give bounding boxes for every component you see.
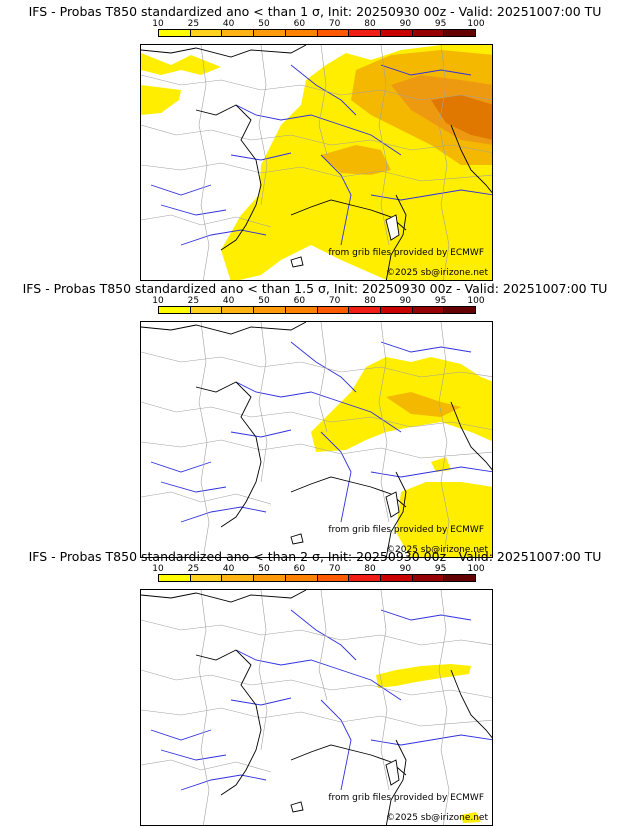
- colorbar-segment: [380, 30, 413, 36]
- colorbar-segment: [190, 307, 223, 313]
- colorbar-segment: [222, 575, 255, 581]
- colorbar-tick-label: 80: [364, 564, 376, 574]
- colorbar-segment: [349, 307, 381, 313]
- source-credit: from grib files provided by ECMWF: [328, 248, 484, 258]
- probability-map: from grib files provided by ECMWF ©2025 …: [140, 589, 493, 826]
- probability-map: from grib files provided by ECMWF ©2025 …: [140, 44, 493, 281]
- probability-shading: [376, 664, 481, 823]
- border-lines: [141, 590, 492, 825]
- colorbar-segment: [349, 30, 381, 36]
- probability-shading: [141, 45, 492, 280]
- colorbar-tick-label: 40: [222, 296, 235, 306]
- colorbar-segment: [254, 30, 286, 36]
- colorbar-tick-label: 90: [399, 564, 412, 574]
- probability-shading: [311, 357, 492, 557]
- panel-title: IFS - Probas T850 standardized ano < tha…: [28, 549, 602, 564]
- copyright-credit: ©2025 sb@irizone.net: [386, 813, 488, 823]
- colorbar-tick-label: 100: [467, 19, 485, 29]
- colorbar-segment: [222, 307, 255, 313]
- colorbar-segment: [159, 30, 191, 36]
- colorbar-tick-label: 100: [467, 564, 485, 574]
- colorbar-tick-label: 10: [152, 296, 164, 306]
- colorbar-segment: [254, 575, 286, 581]
- copyright-credit: ©2025 sb@irizone.net: [386, 545, 488, 555]
- coastline: [141, 45, 492, 280]
- colorbar-ticks: 10 25 40 50 60 70 80 90 95 100: [152, 19, 484, 29]
- colorbar-segment: [349, 575, 381, 581]
- river-network: [150, 609, 492, 791]
- colorbar-tick-label: 90: [399, 19, 412, 29]
- colorbar-tick-label: 25: [187, 296, 200, 306]
- colorbar-segment: [412, 575, 445, 581]
- colorbar-tick-label: 70: [328, 296, 341, 306]
- colorbar-tick-label: 90: [399, 296, 412, 306]
- colorbar-segment: [285, 30, 318, 36]
- colorbar-segment: [317, 30, 350, 36]
- colorbar-segment: [159, 575, 191, 581]
- colorbar-segment: [412, 307, 445, 313]
- colorbar-segment: [190, 575, 223, 581]
- colorbar-tick-label: 40: [222, 564, 235, 574]
- colorbar-tick-label: 40: [222, 19, 235, 29]
- colorbar-segment: [285, 307, 318, 313]
- colorbar-tick-label: 60: [293, 564, 306, 574]
- colorbar-ticks: 10 25 40 50 60 70 80 90 95 100: [152, 564, 484, 574]
- colorbar-tick-label: 100: [467, 296, 485, 306]
- coastline: [141, 590, 492, 825]
- island-outlines: [290, 214, 400, 268]
- colorbar-segment: [317, 575, 350, 581]
- colorbar: [158, 29, 476, 37]
- colorbar-tick-label: 25: [187, 564, 200, 574]
- colorbar-tick-label: 50: [258, 19, 270, 29]
- map-panel-2: IFS - Probas T850 standardized ano < tha…: [0, 281, 630, 558]
- colorbar-segment: [159, 307, 191, 313]
- colorbar-tick-label: 60: [293, 19, 306, 29]
- map-panel-3: IFS - Probas T850 standardized ano < tha…: [0, 549, 630, 826]
- colorbar-tick-label: 80: [364, 296, 376, 306]
- border-lines: [141, 322, 492, 557]
- river-network: [150, 64, 492, 246]
- colorbar-tick-label: 60: [293, 296, 306, 306]
- source-credit: from grib files provided by ECMWF: [328, 525, 484, 535]
- colorbar-segment: [380, 575, 413, 581]
- colorbar-segment: [285, 575, 318, 581]
- island-outlines: [290, 759, 400, 813]
- colorbar-tick-label: 95: [434, 19, 447, 29]
- colorbar-segment: [190, 30, 223, 36]
- colorbar-tick-label: 95: [434, 296, 447, 306]
- colorbar-segment: [254, 307, 286, 313]
- panel-title: IFS - Probas T850 standardized ano < tha…: [28, 4, 602, 19]
- colorbar-segment: [444, 307, 476, 313]
- probability-map: from grib files provided by ECMWF ©2025 …: [140, 321, 493, 558]
- colorbar-tick-label: 80: [364, 19, 376, 29]
- colorbar-tick-label: 50: [258, 564, 270, 574]
- colorbar-tick-label: 10: [152, 564, 164, 574]
- source-credit: from grib files provided by ECMWF: [328, 793, 484, 803]
- border-lines: [141, 45, 492, 280]
- colorbar-segment: [412, 30, 445, 36]
- colorbar-tick-label: 50: [258, 296, 270, 306]
- colorbar-tick-label: 25: [187, 19, 200, 29]
- colorbar: [158, 306, 476, 314]
- colorbar-tick-label: 95: [434, 564, 447, 574]
- river-network: [150, 341, 492, 523]
- colorbar-segment: [380, 307, 413, 313]
- colorbar-tick-label: 70: [328, 564, 341, 574]
- map-panel-1: IFS - Probas T850 standardized ano < tha…: [0, 4, 630, 281]
- colorbar-segment: [444, 30, 476, 36]
- colorbar-ticks: 10 25 40 50 60 70 80 90 95 100: [152, 296, 484, 306]
- colorbar-segment: [444, 575, 476, 581]
- copyright-credit: ©2025 sb@irizone.net: [386, 268, 488, 278]
- panel-title: IFS - Probas T850 standardized ano < tha…: [22, 281, 608, 296]
- colorbar: [158, 574, 476, 582]
- colorbar-segment: [317, 307, 350, 313]
- colorbar-segment: [222, 30, 255, 36]
- colorbar-tick-label: 10: [152, 19, 164, 29]
- island-outlines: [290, 491, 400, 545]
- colorbar-tick-label: 70: [328, 19, 341, 29]
